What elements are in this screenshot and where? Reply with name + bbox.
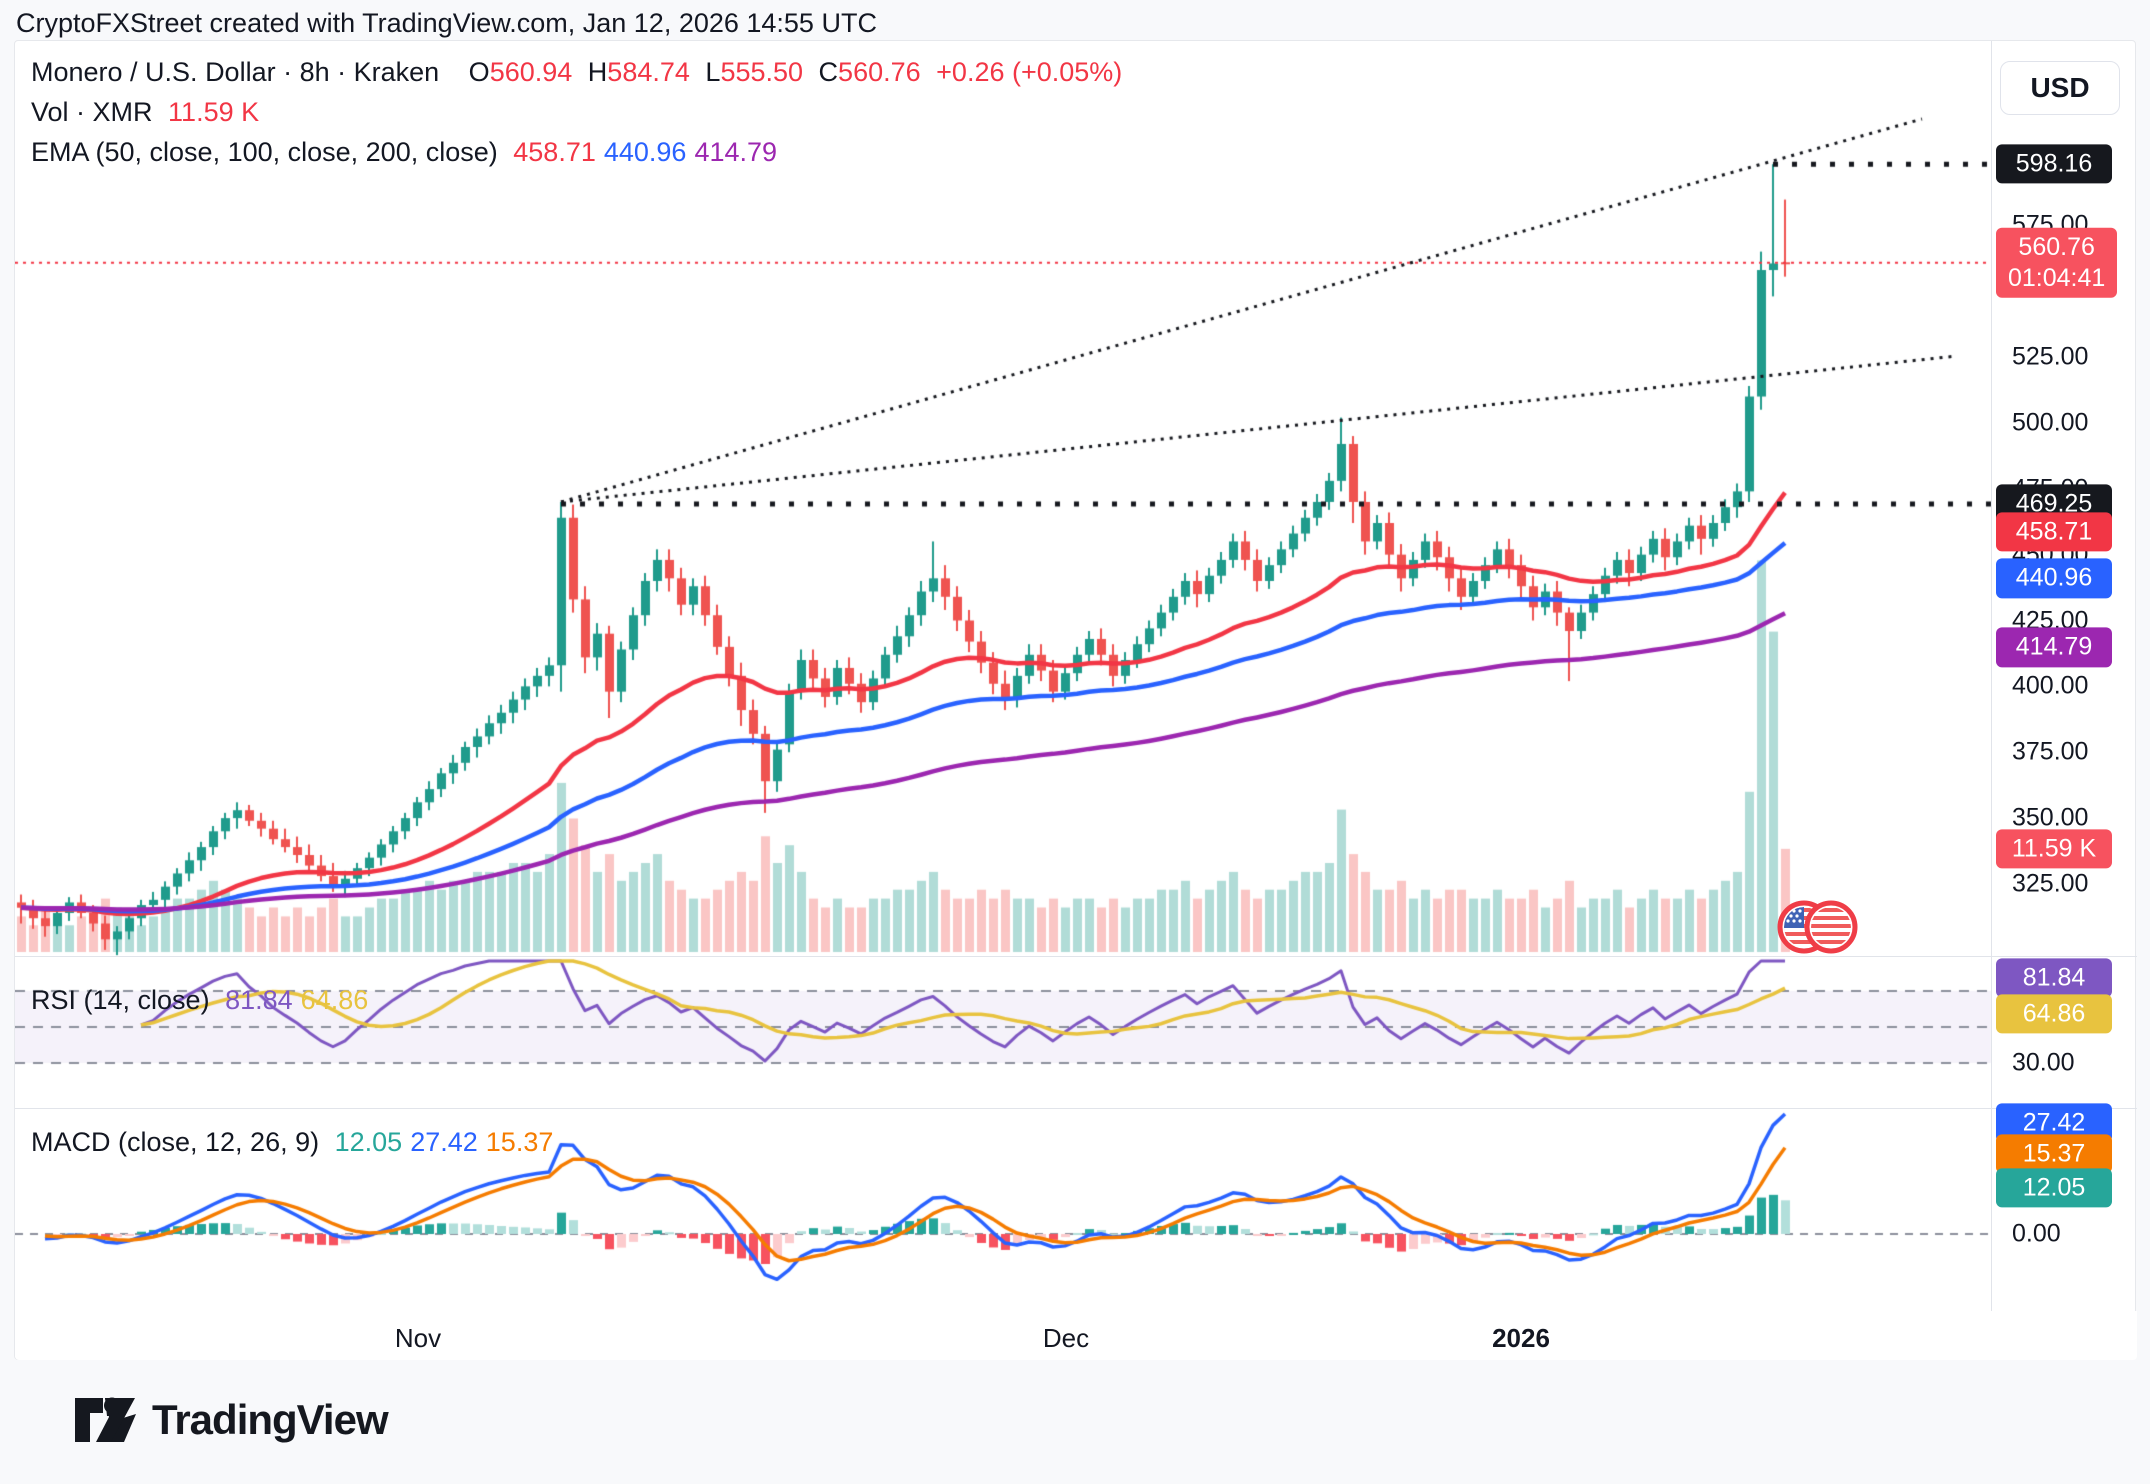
macd-badge: 12.05 (1996, 1168, 2112, 1208)
volume-value: 11.59 K (168, 97, 260, 127)
time-tick: 2026 (1492, 1323, 1550, 1353)
open-value: 560.94 (489, 57, 573, 87)
pane-separator-rsi-macd[interactable] (15, 1108, 2137, 1109)
macd-value: 15.37 (485, 1127, 554, 1157)
rsi-value: 81.84 (225, 985, 293, 1015)
price-badge: 414.79 (1996, 627, 2112, 668)
time-tick: Nov (394, 1323, 442, 1353)
ema-label[interactable]: EMA (50, close, 100, close, 200, close) (31, 137, 498, 167)
price-axis[interactable]: USD 575.00525.00500.00475.00450.00425.00… (1992, 41, 2137, 1311)
usd-pair-flag-icon (1773, 896, 1883, 963)
macd-legend[interactable]: MACD (close, 12, 26, 9) 12.05 27.42 15.37 (31, 1127, 553, 1158)
volume-legend[interactable]: Vol · XMR 11.59 K (31, 97, 259, 128)
macd-badge: 15.37 (1996, 1134, 2112, 1174)
rsi-badge: 81.84 (1996, 958, 2112, 998)
close-value: 560.76 (838, 57, 921, 87)
price-badge: 440.96 (1996, 558, 2112, 599)
tradingview-logo-text: TradingView (152, 1396, 389, 1443)
volume-label[interactable]: Vol · XMR (31, 97, 153, 127)
rsi-badge: 64.86 (1996, 994, 2112, 1034)
price-badge: 598.16 (1996, 144, 2112, 184)
pane-separator-main-rsi[interactable] (15, 956, 2137, 957)
time-axis[interactable]: Nov Dec 2026 (15, 1311, 2137, 1360)
macd-tick: 0.00 (2012, 1219, 2061, 1248)
tradingview-logo[interactable]: TradingView (74, 1396, 389, 1444)
tradingview-logo-icon (75, 1397, 136, 1442)
price-tick: 350.00 (2012, 803, 2089, 832)
price-badge: 11.59 K (1996, 829, 2112, 869)
macd-value: 27.42 (410, 1127, 478, 1157)
ema-value: 414.79 (694, 137, 778, 167)
high-label: H (587, 57, 608, 87)
attribution-header: CryptoFXStreet created with TradingView.… (16, 8, 877, 38)
price-badge: 560.76 01:04:41 (1996, 227, 2118, 299)
close-label: C (818, 57, 839, 87)
price-tick: 525.00 (2012, 342, 2089, 371)
ema-legend[interactable]: EMA (50, close, 100, close, 200, close) … (31, 137, 777, 168)
low-value: 555.50 (720, 57, 804, 87)
price-tick: 375.00 (2012, 737, 2089, 766)
symbol-title[interactable]: Monero / U.S. Dollar · 8h · Kraken (31, 57, 440, 87)
ema-value: 458.71 (513, 137, 596, 167)
high-value: 584.74 (607, 57, 690, 87)
ema-value: 440.96 (603, 137, 687, 167)
price-badge: 458.71 (1996, 512, 2112, 552)
rsi-tick: 30.00 (2012, 1048, 2075, 1077)
rsi-legend[interactable]: RSI (14, close) 81.84 64.86 (31, 985, 368, 1016)
time-tick: Dec (1042, 1323, 1090, 1353)
symbol-legend[interactable]: Monero / U.S. Dollar · 8h · Kraken O560.… (31, 57, 1122, 88)
price-tick: 400.00 (2012, 671, 2089, 700)
low-label: L (705, 57, 721, 87)
rsi-label[interactable]: RSI (14, close) (31, 985, 210, 1015)
macd-value: 12.05 (334, 1127, 403, 1157)
open-label: O (468, 57, 490, 87)
chart-canvas[interactable] (15, 41, 2137, 1361)
price-tick: 325.00 (2012, 869, 2089, 898)
rsi-value: 64.86 (300, 985, 369, 1015)
price-axis-border (1991, 41, 1992, 1311)
macd-label[interactable]: MACD (close, 12, 26, 9) (31, 1127, 320, 1157)
change-value: +0.26 (+0.05%) (936, 57, 1123, 87)
currency-toggle-button[interactable]: USD (2000, 61, 2120, 115)
price-tick: 500.00 (2012, 408, 2089, 437)
chart-card: Monero / U.S. Dollar · 8h · Kraken O560.… (14, 40, 2137, 1361)
